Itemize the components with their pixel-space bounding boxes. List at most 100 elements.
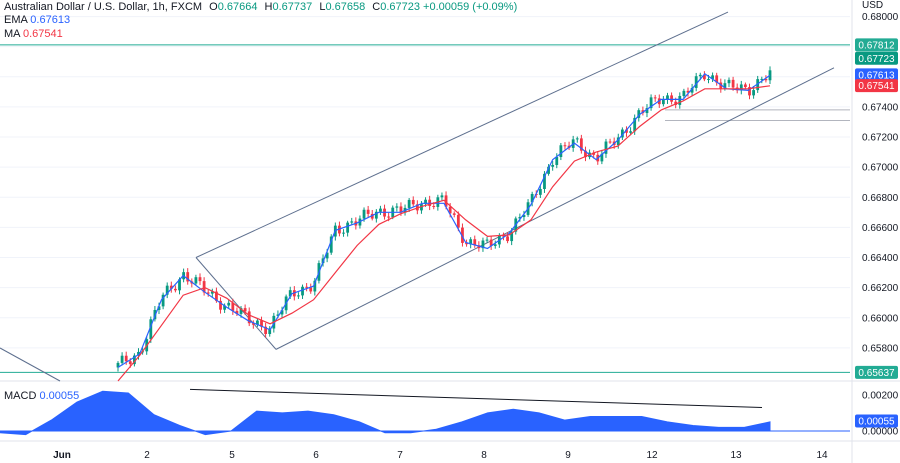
ma-legend[interactable]: MA 0.67541 xyxy=(4,27,63,41)
macd-tick-label: 0.00200 xyxy=(862,390,899,401)
time-tick-label: 12 xyxy=(646,450,658,461)
candle-body xyxy=(711,75,714,79)
candle-body xyxy=(698,74,702,77)
candle-body xyxy=(186,272,190,282)
candle-body xyxy=(174,288,177,291)
candle-body xyxy=(215,291,218,301)
currency-label: USD xyxy=(862,0,883,11)
candle-body xyxy=(251,323,255,325)
candle-body xyxy=(325,252,329,259)
candle-body xyxy=(243,308,247,312)
macd-value: 0.00055 xyxy=(39,390,80,402)
candle-body xyxy=(350,221,354,223)
ema-legend[interactable]: EMA 0.67613 xyxy=(4,13,70,27)
candle-body xyxy=(256,320,259,325)
candle-body xyxy=(551,164,555,167)
macd-legend[interactable]: MACD 0.00055 xyxy=(4,389,79,403)
candle-body xyxy=(522,214,526,217)
candle-body xyxy=(707,78,710,80)
candle-body xyxy=(366,209,370,214)
price-label-text: 0.67812 xyxy=(858,40,895,51)
candle-body xyxy=(407,199,411,208)
candle-body xyxy=(247,311,251,324)
candle-body xyxy=(748,87,751,96)
time-axis[interactable]: Jun 2 5 6 7 8 9 12 13 14 xyxy=(53,450,828,461)
candle-body xyxy=(489,239,493,246)
candle-body xyxy=(666,95,669,100)
candle-body xyxy=(268,328,272,335)
candle-body xyxy=(116,362,120,368)
candle-body xyxy=(288,290,292,297)
candle-body xyxy=(690,87,694,93)
candle-body xyxy=(473,239,477,246)
candle-body xyxy=(723,83,727,89)
price-tick-label: 0.66600 xyxy=(862,223,899,234)
candle-body xyxy=(313,280,317,292)
candle-body xyxy=(637,110,641,118)
candle-body xyxy=(575,138,579,140)
ohlc-close-value: 0.67723 xyxy=(380,1,420,13)
ma-value: 0.67541 xyxy=(22,28,63,40)
candle-body xyxy=(518,216,522,219)
time-tick-label: 6 xyxy=(313,450,319,461)
price-tick-label: 0.66200 xyxy=(862,283,899,294)
candle-body xyxy=(202,281,206,293)
candle-body xyxy=(768,70,772,81)
horizontal-levels[interactable] xyxy=(0,44,850,373)
candle-body xyxy=(686,90,690,93)
candle-body xyxy=(469,239,473,245)
price-label-box xyxy=(855,79,898,93)
price-label-text: 0.65637 xyxy=(858,368,895,379)
candle-body xyxy=(210,291,214,294)
candle-body xyxy=(563,145,567,147)
candle-body xyxy=(169,285,173,289)
symbol-legend[interactable]: Australian Dollar / U.S. Dollar, 1h, FXC… xyxy=(4,0,517,14)
ma-line xyxy=(117,85,771,382)
candle-body xyxy=(128,361,132,365)
ohlc-high-key: H xyxy=(264,1,273,13)
time-tick-label: 2 xyxy=(144,450,150,461)
candle-body xyxy=(661,99,665,105)
candle-body xyxy=(645,108,649,114)
candle-body xyxy=(178,279,181,291)
candle-body xyxy=(276,314,280,316)
price-tick-label: 0.66400 xyxy=(862,253,899,264)
candle-body xyxy=(715,75,719,83)
candle-body xyxy=(579,138,583,151)
candle-body xyxy=(264,326,268,335)
candle-body xyxy=(633,117,637,132)
candle-body xyxy=(485,239,489,241)
candle-body xyxy=(727,79,731,84)
price-tick-label: 0.65800 xyxy=(862,343,899,354)
trend-channel[interactable] xyxy=(0,11,835,382)
candlesticks xyxy=(116,66,772,372)
candle-body xyxy=(235,310,239,314)
candle-body xyxy=(760,78,764,80)
candle-body xyxy=(149,319,153,340)
ohlc-open-key: O xyxy=(209,1,218,13)
candle-body xyxy=(206,292,210,294)
candle-body xyxy=(510,231,514,242)
candle-body xyxy=(346,222,350,233)
macd-pane xyxy=(0,388,850,436)
candle-body xyxy=(600,153,604,162)
price-change: +0.00059 (+0.09%) xyxy=(423,1,518,13)
price-label-text: 0.67723 xyxy=(858,54,895,65)
candle-body xyxy=(370,213,374,219)
candle-body xyxy=(682,90,686,96)
candle-body xyxy=(219,300,222,310)
candle-body xyxy=(764,78,768,81)
candle-body xyxy=(456,214,460,228)
candle-body xyxy=(301,286,304,296)
candle-body xyxy=(452,213,456,215)
candle-body xyxy=(530,193,534,203)
candle-body xyxy=(625,129,628,133)
candle-body xyxy=(678,95,682,105)
candle-body xyxy=(502,235,505,237)
candle-body xyxy=(543,173,546,189)
price-label-box xyxy=(855,38,898,52)
candle-body xyxy=(616,137,620,146)
